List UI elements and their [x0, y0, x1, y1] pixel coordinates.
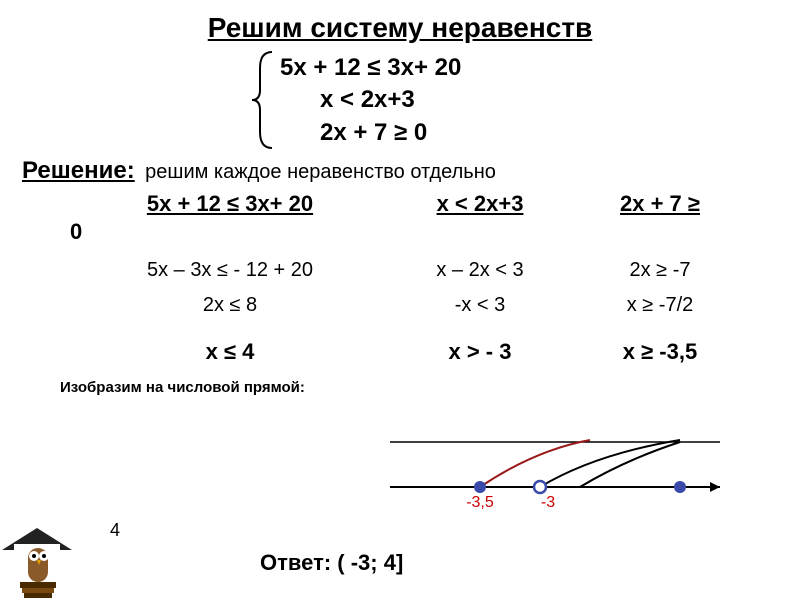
tick-b: -3 [541, 494, 555, 511]
number-line: -3,5 -3 [380, 432, 740, 532]
brace-icon [250, 50, 278, 150]
col3-header: 2x + 7 ≥ [580, 191, 740, 217]
solution-label: Решение: [22, 157, 135, 184]
page-title: Решим систему неравенств [0, 0, 800, 48]
plot-label: Изобразим на числовой прямой: [60, 379, 800, 396]
owl-icon [0, 520, 75, 600]
col1-result: x ≤ 4 [80, 339, 380, 365]
answer: Ответ: ( -3; 4] [260, 550, 403, 576]
stray-four: 4 [110, 520, 120, 541]
tick-a: -3,5 [466, 494, 494, 511]
col1-step2: 2x ≤ 8 [80, 294, 380, 317]
col1-header: 5x + 12 ≤ 3x+ 20 [80, 191, 380, 217]
system-line-1: 5x + 12 ≤ 3x+ 20 [280, 52, 800, 84]
system-line-2: x < 2x+3 [320, 84, 800, 116]
solution-text: решим каждое неравенство отдельно [145, 161, 496, 183]
col2-step2: -x < 3 [390, 294, 570, 317]
col3-step1: 2x ≥ -7 [580, 259, 740, 282]
work-steps: 5x – 3x ≤ - 12 + 20 2x ≤ 8 x ≤ 4 x – 2x … [0, 247, 800, 365]
col3-step2: x ≥ -7/2 [580, 294, 740, 317]
col2-result: x > - 3 [390, 339, 570, 365]
column-3: 2x + 7 ≥ [580, 191, 740, 217]
system-line-3: 2x + 7 ≥ 0 [320, 117, 800, 149]
column-2: x < 2x+3 [390, 191, 570, 217]
stray-zero: 0 [70, 219, 800, 245]
col2-header: x < 2x+3 [390, 191, 570, 217]
system-block: 5x + 12 ≤ 3x+ 20 x < 2x+3 2x + 7 ≥ 0 [280, 52, 800, 149]
col3-result: x ≥ -3,5 [580, 339, 740, 365]
work-columns: 5x + 12 ≤ 3x+ 20 x < 2x+3 2x + 7 ≥ [0, 191, 800, 217]
col1-step1: 5x – 3x ≤ - 12 + 20 [80, 259, 380, 282]
column-1: 5x + 12 ≤ 3x+ 20 [80, 191, 380, 217]
col2-step1: x – 2x < 3 [390, 259, 570, 282]
